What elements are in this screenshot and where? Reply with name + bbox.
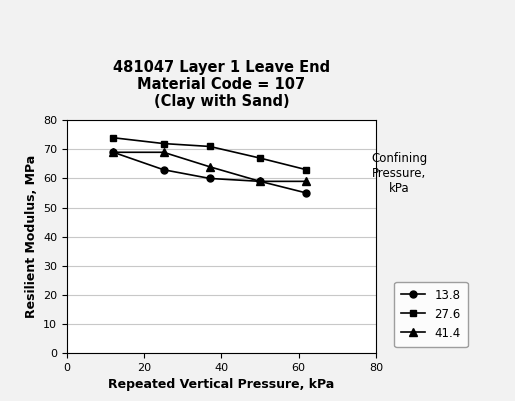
13.8 (303, 190, 310, 195)
13.8 (207, 176, 213, 181)
Text: Confining
Pressure,
kPa: Confining Pressure, kPa (371, 152, 427, 195)
27.6 (207, 144, 213, 149)
Title: 481047 Layer 1 Leave End
Material Code = 107
(Clay with Sand): 481047 Layer 1 Leave End Material Code =… (113, 60, 330, 109)
27.6 (160, 141, 166, 146)
41.4 (303, 179, 310, 184)
41.4 (160, 150, 166, 155)
41.4 (257, 179, 263, 184)
Line: 27.6: 27.6 (110, 134, 310, 173)
27.6 (303, 167, 310, 172)
Line: 41.4: 41.4 (109, 148, 311, 186)
Line: 13.8: 13.8 (110, 149, 310, 196)
13.8 (110, 150, 116, 155)
Y-axis label: Resilient Modulus, MPa: Resilient Modulus, MPa (25, 155, 38, 318)
X-axis label: Repeated Vertical Pressure, kPa: Repeated Vertical Pressure, kPa (108, 378, 335, 391)
27.6 (110, 136, 116, 140)
41.4 (110, 150, 116, 155)
27.6 (257, 156, 263, 160)
13.8 (257, 179, 263, 184)
13.8 (160, 167, 166, 172)
Legend: 13.8, 27.6, 41.4: 13.8, 27.6, 41.4 (394, 282, 468, 347)
41.4 (207, 164, 213, 169)
